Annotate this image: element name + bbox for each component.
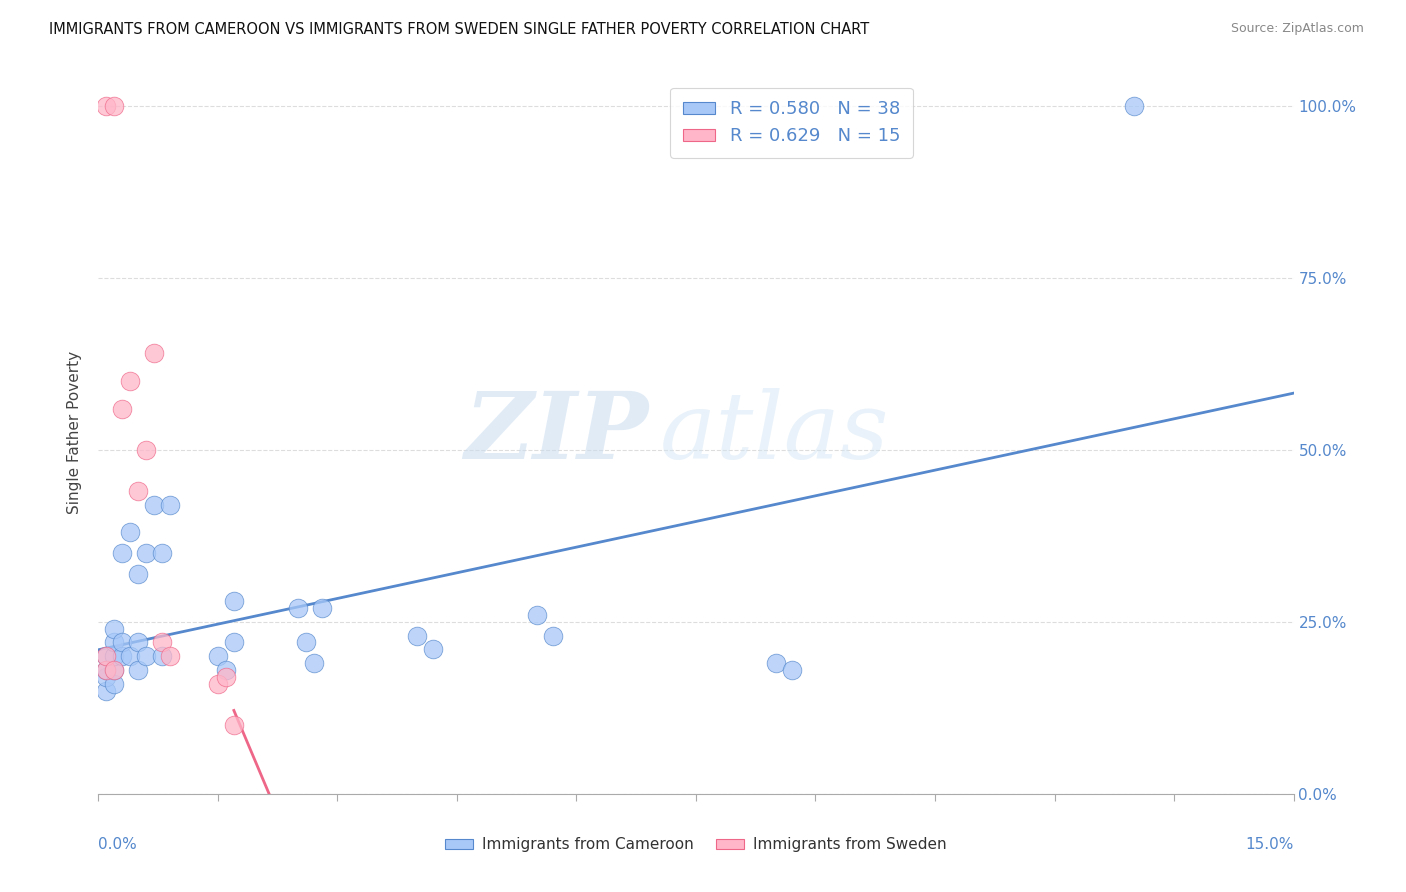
Point [103, 677, 125, 691]
Point [103, 635, 125, 649]
Point [111, 401, 134, 416]
Point [103, 663, 125, 677]
Point [120, 374, 142, 388]
Point [96, 683, 118, 698]
Point [111, 649, 134, 664]
Point [143, 346, 166, 360]
Text: 15.0%: 15.0% [1246, 838, 1294, 852]
Point [780, 663, 803, 677]
Point [103, 622, 125, 636]
Point [406, 629, 429, 643]
Point [1123, 99, 1146, 113]
Point [150, 635, 173, 649]
Point [127, 566, 149, 581]
Text: atlas: atlas [661, 388, 890, 477]
Point [215, 663, 238, 677]
Point [96, 99, 118, 113]
Point [96, 663, 118, 677]
Point [135, 442, 157, 457]
Point [222, 594, 245, 608]
Point [127, 663, 149, 677]
Legend: Immigrants from Cameroon, Immigrants from Sweden: Immigrants from Cameroon, Immigrants fro… [439, 831, 953, 858]
Point [302, 656, 325, 670]
Point [96, 649, 118, 664]
Point [103, 649, 125, 664]
Point [127, 635, 149, 649]
Point [111, 546, 134, 560]
Point [294, 635, 316, 649]
Point [422, 642, 444, 657]
Point [526, 607, 548, 622]
Text: 0.0%: 0.0% [98, 838, 138, 852]
Point [103, 99, 125, 113]
Point [120, 525, 142, 540]
Point [127, 484, 149, 499]
Point [96, 649, 118, 664]
Text: ZIP: ZIP [464, 388, 648, 477]
Text: IMMIGRANTS FROM CAMEROON VS IMMIGRANTS FROM SWEDEN SINGLE FATHER POVERTY CORRELA: IMMIGRANTS FROM CAMEROON VS IMMIGRANTS F… [49, 22, 869, 37]
Point [215, 670, 238, 684]
Point [150, 546, 173, 560]
Point [765, 656, 787, 670]
Y-axis label: Single Father Poverty: Single Father Poverty [67, 351, 83, 514]
Point [96, 663, 118, 677]
Point [222, 718, 245, 732]
Point [207, 649, 229, 664]
Point [150, 649, 173, 664]
Point [207, 677, 229, 691]
Point [135, 649, 157, 664]
Point [222, 635, 245, 649]
Point [541, 629, 564, 643]
Point [159, 649, 181, 664]
Point [311, 601, 333, 615]
Point [111, 635, 134, 649]
Point [159, 498, 181, 512]
Text: Source: ZipAtlas.com: Source: ZipAtlas.com [1230, 22, 1364, 36]
Point [103, 663, 125, 677]
Point [135, 546, 157, 560]
Point [287, 601, 309, 615]
Point [143, 498, 166, 512]
Point [96, 670, 118, 684]
Point [120, 649, 142, 664]
